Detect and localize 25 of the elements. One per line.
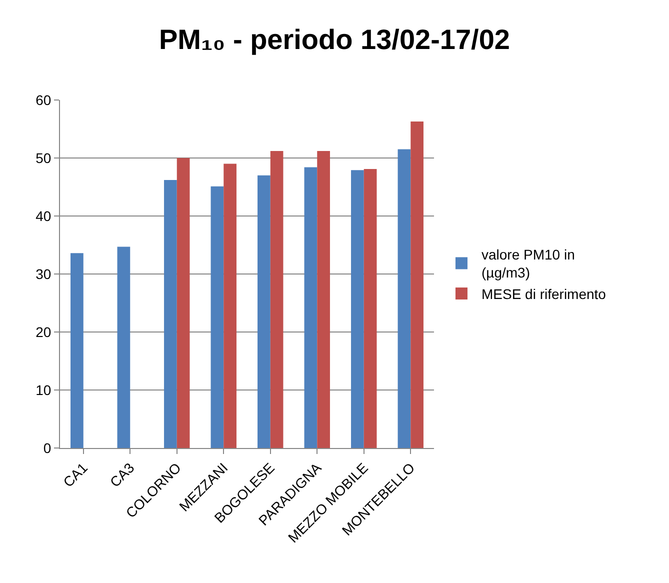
bar	[304, 167, 318, 448]
y-tick-label: 0	[43, 440, 52, 456]
bar	[258, 175, 270, 448]
y-tick-label: 20	[36, 324, 52, 340]
y-tick-label: 40	[36, 208, 52, 224]
bar	[210, 186, 224, 448]
legend-label: valore PM10 in (µg/m3)	[481, 246, 575, 281]
bar	[317, 151, 330, 448]
y-tick-label: 10	[36, 382, 52, 398]
y-tick-label: 60	[36, 92, 52, 108]
bar	[398, 149, 411, 448]
bar	[410, 121, 424, 448]
x-tick-label: CA1	[60, 459, 91, 490]
bar	[270, 151, 284, 448]
bar	[224, 164, 236, 448]
chart-title: PM₁₀ - periodo 13/02-17/02	[159, 24, 510, 55]
bar	[176, 158, 190, 448]
y-tick-label: 30	[36, 266, 52, 282]
bar	[351, 170, 364, 448]
bar	[364, 169, 377, 448]
bar	[164, 180, 177, 448]
legend-label: MESE di riferimento	[481, 286, 606, 302]
bar	[70, 253, 84, 448]
bar	[117, 246, 130, 448]
y-tick-label: 50	[36, 150, 52, 166]
